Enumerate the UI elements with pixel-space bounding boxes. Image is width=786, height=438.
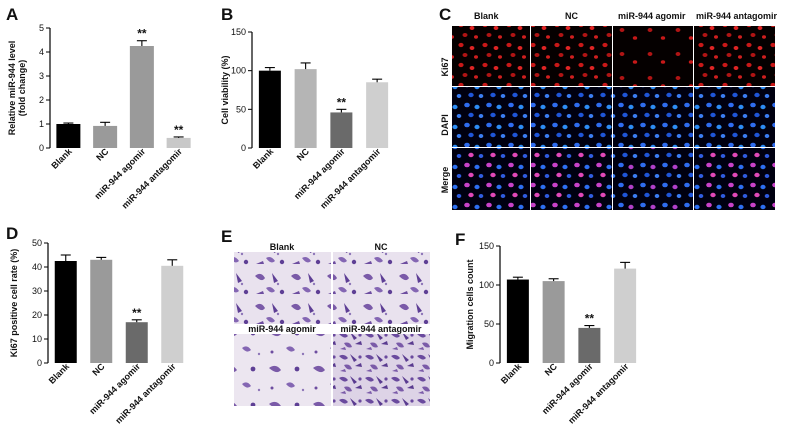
bar [54,261,77,363]
transwell-label-antagomir: miR-944 antagomir [340,324,422,334]
y-tick-label: 0 [39,143,44,153]
micrograph-merge-nc [531,148,612,210]
y-tick-label: 10 [32,334,42,344]
y-tick-label: 0 [241,143,246,153]
significance-mark: ** [585,312,595,326]
panel-label-d: D [6,224,18,243]
panel-c-col-nc: NC [565,11,578,21]
x-tick-label: NC [94,146,111,163]
y-tick-label: 100 [231,66,246,76]
x-tick-label: miR-944 antagomir [120,146,185,211]
panel-label-a: A [6,5,18,24]
bar [56,124,81,148]
bar [506,279,529,363]
x-tick-label: Blank [499,361,524,386]
chart-f: 0 50 100 150 Migration cells count Blank NC ** m… [465,241,637,426]
micrograph-merge-agomir [613,148,693,210]
bar [366,82,389,148]
y-tick-label: 3 [39,71,44,81]
y-tick-label: 150 [479,241,494,251]
y-tick-label: 40 [32,262,42,272]
panel-label-b: B [221,5,233,24]
bar [614,268,637,363]
panel-c-col-blank: Blank [474,11,500,21]
y-axis-title: Relative miR-944 level [7,41,17,136]
micrograph-dapi-antagomir [694,87,775,147]
y-axis-title: Migration cells count [465,259,475,349]
bar [90,259,113,363]
transwell-antagomir [333,334,430,406]
micrograph-dapi-blank [452,87,530,147]
x-tick-label: NC [90,361,107,378]
transwell-label-blank: Blank [270,242,296,252]
transwell-agomir [234,334,331,406]
y-tick-label: 30 [32,286,42,296]
panel-c-row-merge: Merge [440,167,450,194]
y-axis-title: Cell viability (%) [220,55,230,124]
significance-mark: ** [137,27,147,41]
micrograph-ki67-antagomir [694,26,775,86]
micrograph-dapi-agomir [613,87,693,147]
micrograph-ki67-agomir [613,26,693,86]
y-tick-label: 4 [39,47,44,57]
x-tick-label: miR-944 antagomir [318,146,383,211]
y-tick-label: 150 [231,27,246,37]
y-tick-label: 0 [37,358,42,368]
bar [294,69,317,148]
x-tick-label: miR-944 antagomir [566,361,631,426]
y-tick-label: 50 [236,104,246,114]
bar [125,322,148,363]
panel-label-e: E [221,227,232,246]
bar [161,265,184,363]
micrograph-merge-antagomir [694,148,775,210]
transwell-blank [234,252,331,324]
panel-label-c: C [439,5,451,24]
panel-c-col-agomir: miR-944 agomir [618,11,686,21]
panel-c-row-dapi: DAPI [440,114,450,136]
micrograph-dapi-nc [531,87,612,147]
panel-label-f: F [455,230,465,249]
x-tick-label: Blank [47,361,72,386]
y-axis-title: Ki67 positive cell rate (%) [9,249,19,358]
significance-mark: ** [174,123,184,137]
x-tick-label: miR-944 antagomir [113,361,178,426]
y-tick-label: 0 [489,358,494,368]
bar [93,125,118,148]
y-tick-label: 20 [32,310,42,320]
panel-e-micrographs: Blank NC miR-944 agomir miR-944 antagomi… [234,242,430,406]
significance-mark: ** [132,306,142,320]
bar [166,137,191,148]
y-tick-label: 2 [39,95,44,105]
y-tick-label: 100 [479,280,494,290]
x-tick-label: Blank [251,146,276,171]
x-tick-label: NC [543,361,560,378]
micrograph-merge-blank [452,148,530,210]
panel-c-col-antagomir: miR-944 antagomir [696,11,778,21]
panel-c-row-ki67: Ki67 [440,57,450,76]
bar [578,327,601,363]
transwell-label-agomir: miR-944 agomir [248,324,316,334]
chart-a: 0 1 2 3 4 5 Relative miR-944 level (fold change… [7,23,191,211]
y-tick-label: 50 [484,319,494,329]
micrograph-ki67-nc [531,26,612,86]
x-tick-label: Blank [49,146,74,171]
chart-b: 0 50 100 150 Cell viability (%) Blank NC ** miR-… [220,27,389,211]
bar [258,70,281,148]
chart-d: 0 10 20 30 40 50 Ki67 positive cell rate (%) Bl… [9,238,184,426]
significance-mark: ** [337,95,347,109]
bar [542,281,565,363]
transwell-label-nc: NC [375,242,388,252]
transwell-nc [333,252,430,324]
y-tick-label: 50 [32,238,42,248]
bar [129,46,154,148]
panel-c-micrographs: Blank NC miR-944 agomir miR-944 antagomi… [440,11,778,210]
bar [330,112,353,148]
x-tick-label: NC [295,146,312,163]
y-tick-label: 5 [39,23,44,33]
micrograph-ki67-blank [452,26,530,86]
y-tick-label: 1 [39,119,44,129]
y-axis-title: (fold change) [17,60,27,117]
